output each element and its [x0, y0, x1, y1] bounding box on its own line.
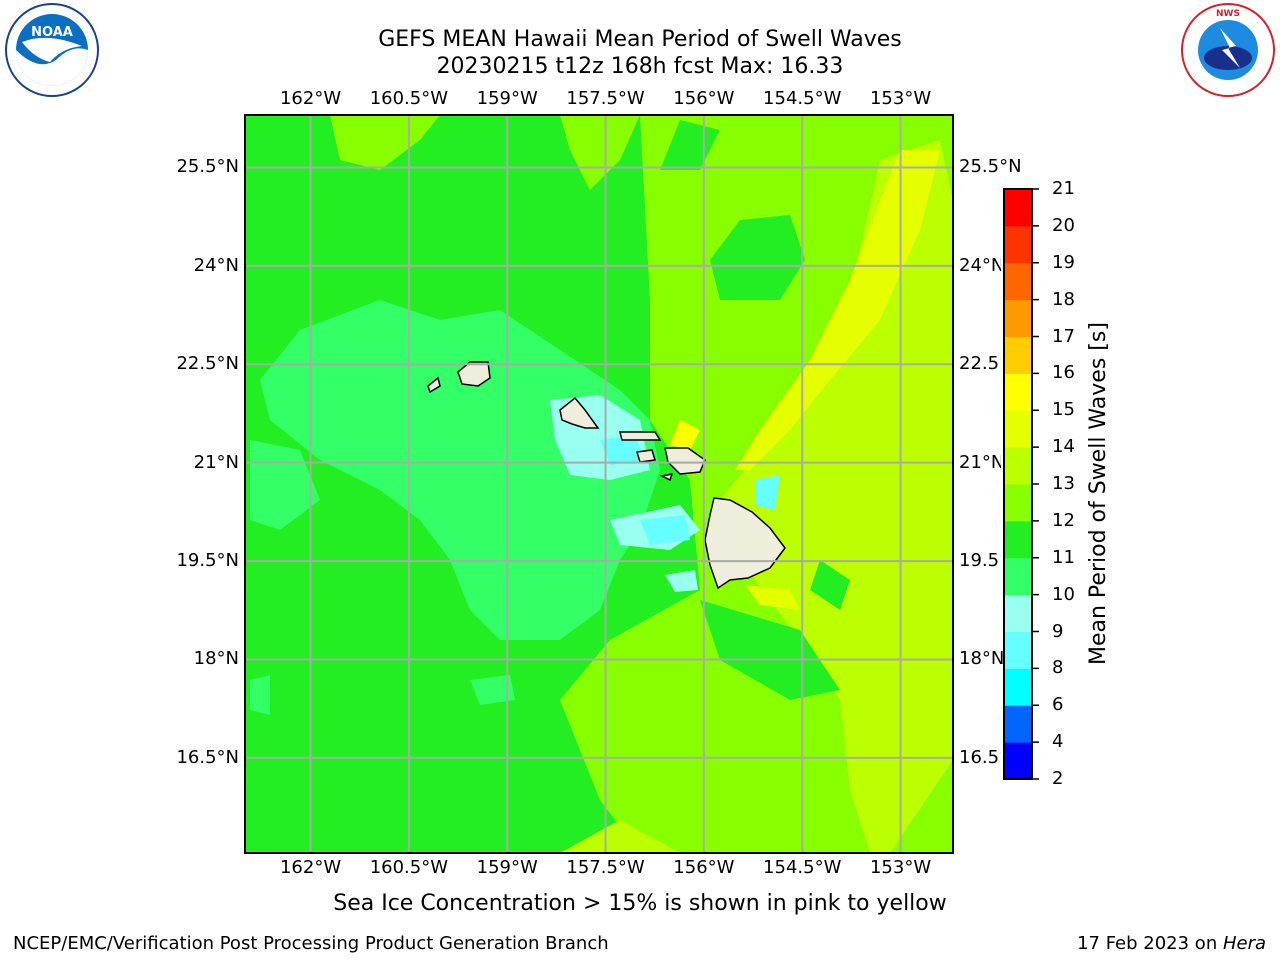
footer-left: NCEP/EMC/Verification Post Processing Pr…: [13, 933, 609, 954]
lat-label-right: 18°N: [959, 648, 1005, 670]
lon-label-bottom: 160.5°W: [369, 857, 449, 878]
colorbar-level-label: 16: [1052, 362, 1075, 384]
map-subtitle: 20230215 t12z 168h fcst Max: 16.33: [436, 54, 844, 79]
nws-logo: NWS: [1181, 3, 1275, 97]
lon-label-top: 162°W: [279, 88, 342, 109]
kauai-island: [457, 361, 491, 387]
colorbar-level-label: 4: [1052, 731, 1064, 753]
lat-label-left: 22.5°N: [176, 353, 239, 375]
footer-date: 17 Feb 2023 on: [1077, 933, 1223, 954]
lat-label-left: 19.5°N: [176, 550, 239, 572]
colorbar-swatch: [1004, 189, 1032, 227]
colorbar-level-label: 2: [1052, 768, 1064, 789]
sea-ice-note: Sea Ice Concentration > 15% is shown in …: [333, 891, 947, 916]
gridlines: [245, 115, 953, 853]
colorbar-swatch: [1004, 742, 1032, 780]
lon-label-top: 156°W: [673, 88, 735, 109]
colorbar-swatch: [1004, 262, 1032, 301]
footer-right: 17 Feb 2023 on Hera: [1077, 933, 1266, 954]
svg-text:NWS: NWS: [1216, 9, 1240, 19]
colorbar-level-label: 20: [1052, 214, 1075, 236]
colorbar-title: Mean Period of Swell Waves [s]: [1086, 322, 1111, 665]
colorbar-level-label: 12: [1052, 509, 1075, 531]
noaa-logo: NOAA: [5, 3, 99, 97]
colorbar-swatch: [1004, 410, 1032, 448]
lon-label-bottom: 156°W: [673, 857, 735, 878]
lon-label-top: 154.5°W: [763, 88, 842, 109]
colorbar-level-label: 14: [1052, 436, 1075, 458]
colorbar-swatch: [1004, 336, 1032, 374]
colorbar-swatch: [1004, 299, 1032, 337]
colorbar-level-label: 11: [1052, 546, 1075, 568]
oahu-island: [559, 396, 600, 429]
lon-label-bottom: 154.5°W: [763, 857, 842, 878]
colorbar-level-label: 9: [1052, 620, 1064, 642]
colorbar-swatch: [1004, 225, 1032, 264]
lat-label-right: 22.5°N: [959, 353, 1001, 375]
colorbar-level-label: 10: [1052, 583, 1075, 605]
colorbar-level-label: 6: [1052, 694, 1064, 716]
colorbar-swatch: [1004, 373, 1032, 411]
colorbar-level-label: 13: [1052, 473, 1075, 494]
colorbar-swatch: [1004, 484, 1032, 522]
lat-label-right: 16.5°N: [959, 746, 1001, 768]
lat-label-right: 21°N: [959, 451, 1001, 473]
lat-label-left: 21°N: [193, 451, 239, 473]
lon-label-top: 157.5°W: [566, 88, 645, 109]
colorbar-swatch: [1004, 705, 1032, 743]
lat-label-right: 24°N: [959, 254, 1001, 276]
colorbar-level-label: 17: [1052, 325, 1075, 347]
lat-label-left: 16.5°N: [176, 746, 239, 768]
colorbar-level-label: 18: [1052, 288, 1075, 310]
lon-label-top: 153°W: [869, 88, 932, 109]
contour-field: [245, 115, 953, 853]
lat-label-right: 19.5°N: [959, 550, 1001, 572]
colorbar-level-label: 21: [1052, 178, 1075, 199]
lat-label-right: 25.5°N: [959, 156, 1022, 178]
lat-label-left: 25.5°N: [176, 156, 239, 178]
lon-label-bottom: 153°W: [869, 857, 932, 878]
lat-label-left: 24°N: [193, 254, 239, 276]
kahoolawe-island: [659, 473, 674, 482]
colorbar-swatch: [1004, 520, 1032, 559]
lon-label-bottom: 162°W: [279, 857, 342, 878]
colorbar-swatch: [1004, 594, 1032, 632]
lon-label-top: 159°W: [476, 88, 538, 109]
colorbar-level-label: 19: [1052, 251, 1075, 273]
footer-host: Hera: [1222, 933, 1266, 954]
noaa-logo-text: NOAA: [31, 25, 73, 40]
colorbar: [1003, 188, 1039, 780]
lat-label-left: 18°N: [193, 648, 239, 670]
hawaii-big-island: [704, 497, 786, 590]
colorbar-swatch: [1004, 447, 1032, 485]
colorbar-level-label: 8: [1052, 657, 1064, 679]
lon-label-bottom: 157.5°W: [566, 857, 645, 878]
map-title: GEFS MEAN Hawaii Mean Period of Swell Wa…: [378, 27, 902, 52]
colorbar-swatch: [1004, 631, 1032, 669]
map-frame: [244, 114, 954, 854]
colorbar-level-label: 15: [1052, 399, 1075, 421]
niihau-island: [427, 376, 441, 394]
colorbar-swatch: [1004, 557, 1032, 596]
lanai-island: [636, 449, 656, 463]
lon-label-bottom: 159°W: [476, 857, 538, 878]
molokai-island: [619, 431, 662, 441]
colorbar-swatch: [1004, 668, 1032, 706]
lon-label-top: 160.5°W: [369, 88, 449, 109]
